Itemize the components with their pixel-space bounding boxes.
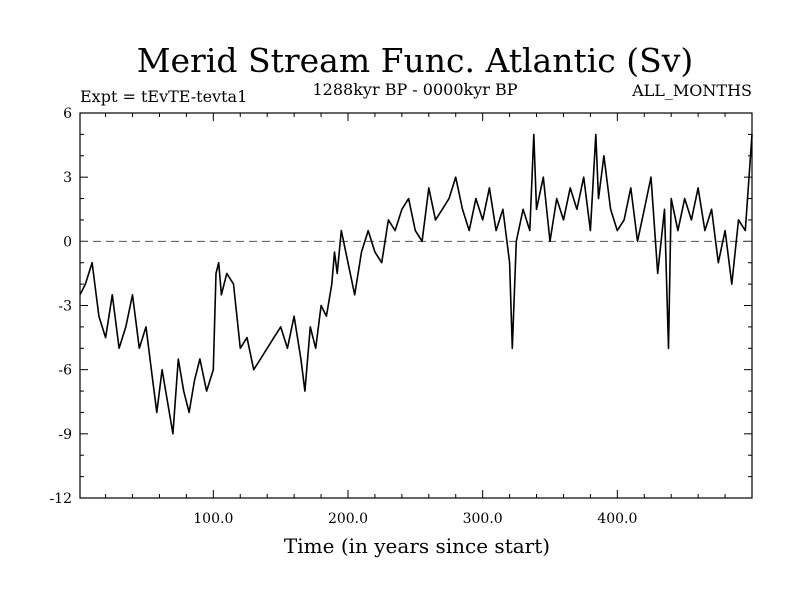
months-label: ALL_MONTHS [631, 81, 752, 100]
y-tick-label: 3 [63, 170, 72, 186]
y-tick-label: -6 [58, 363, 72, 379]
time-range-label: 1288kyr BP - 0000kyr BP [313, 80, 518, 99]
y-tick-label: -9 [58, 427, 72, 443]
x-tick-label: 300.0 [463, 511, 503, 527]
y-tick-label: 0 [63, 234, 72, 250]
x-axis: 100.0 200.0 300.0 400.0 [105, 113, 753, 527]
chart-title: Merid Stream Func. Atlantic (Sv) [137, 41, 694, 80]
experiment-label: Expt = tEvTE-tevta1 [80, 87, 247, 106]
x-tick-label: 100.0 [193, 511, 233, 527]
x-tick-label: 400.0 [597, 511, 637, 527]
y-axis: -12 -9 -6 -3 0 3 6 [49, 106, 752, 507]
x-axis-title: Time (in years since start) [284, 534, 550, 558]
x-tick-label: 200.0 [328, 511, 368, 527]
y-tick-label: 6 [63, 106, 72, 122]
plot-frame [79, 112, 753, 499]
series-line [79, 133, 753, 435]
y-tick-label: -12 [49, 491, 72, 507]
y-tick-label: -3 [58, 299, 72, 315]
